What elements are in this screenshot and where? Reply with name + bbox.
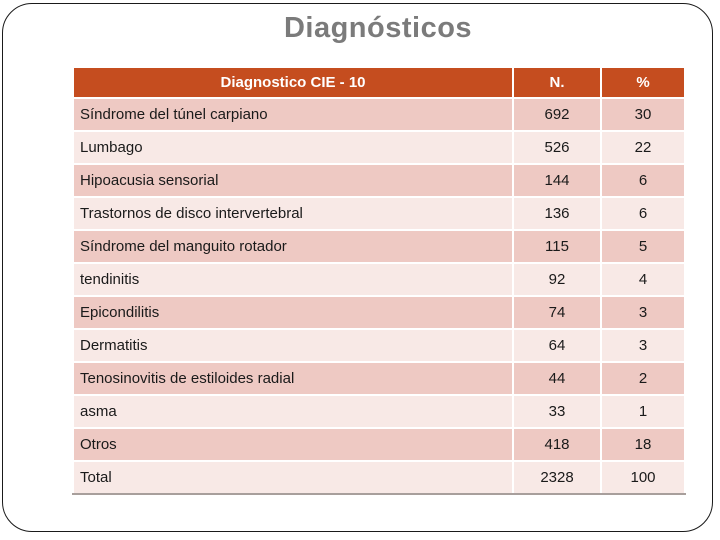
cell-diagnosis: Total	[72, 460, 514, 495]
table-row: Hipoacusia sensorial 144 6	[72, 163, 686, 198]
table-row: Síndrome del túnel carpiano 692 30	[72, 97, 686, 132]
table-row: Epicondilitis 74 3	[72, 295, 686, 330]
cell-percent: 4	[600, 262, 686, 297]
cell-n: 44	[512, 361, 602, 396]
table-header: Diagnostico CIE - 10 N. %	[72, 66, 686, 99]
cell-n: 136	[512, 196, 602, 231]
cell-percent: 5	[600, 229, 686, 264]
cell-diagnosis: Síndrome del manguito rotador	[72, 229, 514, 264]
cell-n: 115	[512, 229, 602, 264]
cell-n: 692	[512, 97, 602, 132]
column-header-diagnosis: Diagnostico CIE - 10	[72, 66, 514, 99]
cell-diagnosis: Dermatitis	[72, 328, 514, 363]
cell-percent: 22	[600, 130, 686, 165]
cell-percent: 6	[600, 163, 686, 198]
cell-diagnosis: Síndrome del túnel carpiano	[72, 97, 514, 132]
cell-percent: 1	[600, 394, 686, 429]
cell-percent: 100	[600, 460, 686, 495]
cell-diagnosis: Lumbago	[72, 130, 514, 165]
cell-percent: 6	[600, 196, 686, 231]
cell-percent: 18	[600, 427, 686, 462]
table-body: Síndrome del túnel carpiano 692 30 Lumbago 5…	[72, 97, 686, 495]
table-row: Otros 418 18	[72, 427, 686, 462]
cell-percent: 30	[600, 97, 686, 132]
column-header-percent: %	[600, 66, 686, 99]
cell-percent: 2	[600, 361, 686, 396]
header-row: Diagnostico CIE - 10 N. %	[72, 66, 686, 99]
table-row: Síndrome del manguito rotador 115 5	[72, 229, 686, 264]
cell-diagnosis: Trastornos de disco intervertebral	[72, 196, 514, 231]
cell-n: 92	[512, 262, 602, 297]
cell-n: 526	[512, 130, 602, 165]
cell-diagnosis: Hipoacusia sensorial	[72, 163, 514, 198]
cell-diagnosis: asma	[72, 394, 514, 429]
table-row: Trastornos de disco intervertebral 136 6	[72, 196, 686, 231]
cell-percent: 3	[600, 328, 686, 363]
column-header-n: N.	[512, 66, 602, 99]
slide-title: Diagnósticos	[283, 12, 473, 44]
table-row: asma 33 1	[72, 394, 686, 429]
cell-n: 64	[512, 328, 602, 363]
cell-n: 2328	[512, 460, 602, 495]
diagnostics-table: Diagnostico CIE - 10 N. % Síndrome del t…	[72, 66, 686, 495]
cell-n: 144	[512, 163, 602, 198]
table-row: Lumbago 526 22	[72, 130, 686, 165]
cell-diagnosis: Tenosinovitis de estiloides radial	[72, 361, 514, 396]
cell-diagnosis: Otros	[72, 427, 514, 462]
table-row: Total 2328 100	[72, 460, 686, 495]
table-row: Tenosinovitis de estiloides radial 44 2	[72, 361, 686, 396]
cell-n: 33	[512, 394, 602, 429]
cell-percent: 3	[600, 295, 686, 330]
cell-diagnosis: tendinitis	[72, 262, 514, 297]
table-row: Dermatitis 64 3	[72, 328, 686, 363]
table-row: tendinitis 92 4	[72, 262, 686, 297]
cell-n: 418	[512, 427, 602, 462]
cell-diagnosis: Epicondilitis	[72, 295, 514, 330]
cell-n: 74	[512, 295, 602, 330]
